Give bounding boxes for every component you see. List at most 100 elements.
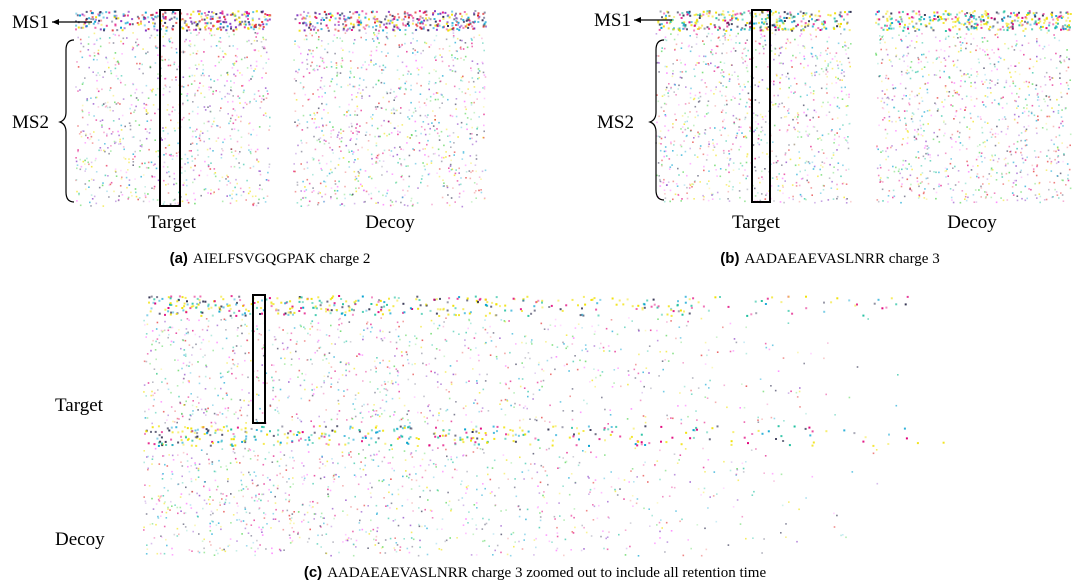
- pixel: [86, 98, 88, 100]
- pixel: [665, 197, 667, 199]
- pixel: [947, 13, 949, 15]
- pixel: [108, 153, 110, 155]
- pixel: [194, 179, 196, 181]
- pixel: [925, 83, 927, 85]
- pixel: [310, 114, 312, 116]
- pixel: [229, 93, 231, 95]
- pixel: [1052, 23, 1054, 25]
- pixel: [1046, 17, 1048, 19]
- pixel: [920, 16, 922, 18]
- pixel: [1027, 174, 1029, 176]
- pixel: [726, 104, 728, 106]
- pixel: [788, 78, 790, 80]
- pixel: [445, 83, 447, 85]
- pixel: [846, 114, 848, 116]
- pixel: [685, 151, 687, 153]
- pixel: [733, 162, 735, 164]
- pixel: [892, 99, 894, 101]
- pixel: [167, 104, 169, 106]
- pixel: [1002, 107, 1004, 109]
- pixel: [213, 121, 215, 123]
- pixel: [1063, 200, 1065, 202]
- pixel: [899, 180, 901, 182]
- pixel: [1017, 105, 1019, 107]
- pixel: [393, 156, 395, 158]
- pixel: [1050, 99, 1052, 101]
- pixel: [747, 113, 749, 115]
- pixel: [779, 25, 781, 27]
- pixel: [948, 28, 950, 30]
- pixel: [733, 169, 735, 171]
- pixel: [395, 35, 397, 37]
- pixel: [429, 46, 431, 48]
- pixel: [429, 128, 431, 130]
- pixel: [165, 127, 167, 129]
- pixel: [309, 183, 311, 185]
- pixel: [140, 21, 142, 23]
- pixel: [360, 184, 362, 186]
- pixel: [1018, 24, 1020, 26]
- pixel: [978, 189, 980, 191]
- pixel: [1065, 107, 1067, 109]
- pixel: [215, 176, 217, 178]
- pixel: [692, 141, 694, 143]
- pixel: [396, 26, 398, 28]
- pixel: [976, 45, 978, 47]
- pixel: [1062, 121, 1064, 123]
- pixel: [461, 40, 463, 42]
- pixel: [313, 29, 315, 31]
- pixel: [1061, 179, 1063, 181]
- pixel: [374, 16, 376, 18]
- pixel: [199, 10, 201, 12]
- pixel: [675, 194, 677, 196]
- pixel: [815, 55, 817, 57]
- pixel: [882, 90, 884, 92]
- pixel: [672, 70, 674, 72]
- pixel: [303, 86, 305, 88]
- pixel: [163, 203, 165, 205]
- pixel: [426, 99, 428, 101]
- pixel: [388, 101, 390, 103]
- pixel: [742, 62, 744, 64]
- pixel: [212, 93, 214, 95]
- pixel: [253, 129, 255, 131]
- pixel: [985, 14, 987, 16]
- pixel: [1069, 145, 1071, 147]
- pixel: [662, 95, 664, 97]
- pixel: [850, 43, 852, 45]
- pixel: [408, 14, 410, 16]
- pixel: [420, 182, 422, 184]
- pixel: [397, 134, 399, 136]
- pixel: [167, 145, 169, 147]
- pixel: [714, 165, 716, 167]
- pixel: [785, 48, 787, 50]
- pixel: [887, 20, 889, 22]
- pixel: [77, 149, 79, 151]
- pixel: [148, 28, 150, 30]
- pixel: [678, 104, 680, 106]
- pixel: [117, 78, 119, 80]
- pixel: [695, 64, 697, 66]
- pixel: [701, 25, 703, 27]
- pixel: [673, 27, 675, 29]
- pixel: [115, 18, 117, 20]
- pixel: [218, 41, 220, 43]
- pixel: [844, 75, 846, 77]
- pixel: [1021, 154, 1023, 156]
- pixel: [998, 142, 1000, 144]
- pixel: [672, 63, 674, 65]
- pixel: [150, 310, 152, 312]
- pixel: [327, 52, 329, 54]
- pixel: [109, 128, 111, 130]
- pixel: [442, 48, 444, 50]
- pixel: [664, 103, 666, 105]
- pixel: [86, 11, 88, 13]
- pixel: [441, 94, 443, 96]
- pixel: [761, 127, 763, 129]
- pixel: [905, 95, 907, 97]
- pixel: [795, 165, 797, 167]
- pixel: [895, 130, 897, 132]
- pixel: [82, 27, 84, 29]
- pixel: [320, 308, 322, 310]
- pixel: [366, 132, 368, 134]
